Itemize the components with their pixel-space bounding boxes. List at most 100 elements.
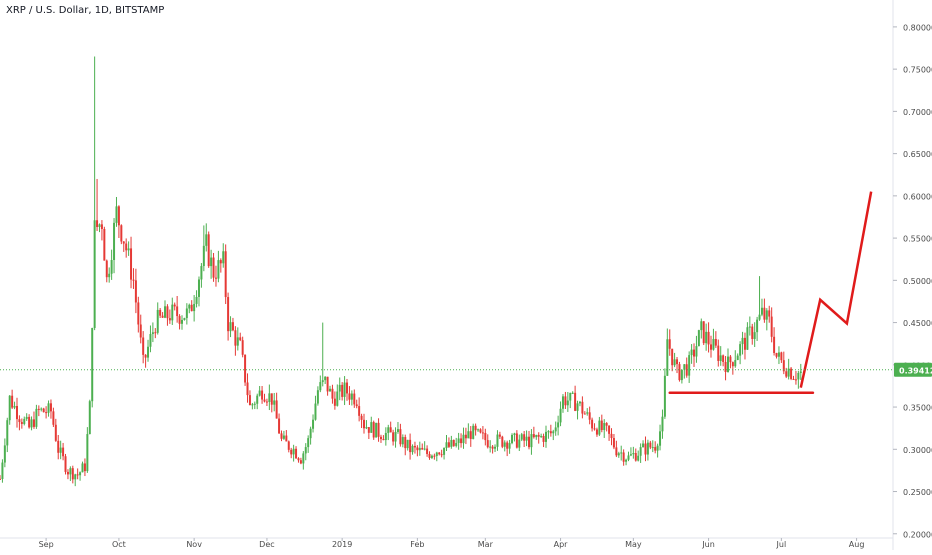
candle-body <box>88 401 91 435</box>
candle-body <box>629 454 632 456</box>
candle-body <box>413 445 416 448</box>
candle-body <box>40 408 43 410</box>
candle-body <box>239 337 242 341</box>
candle-body <box>227 297 230 332</box>
candle-body <box>632 453 635 455</box>
candle-body <box>457 438 460 443</box>
candle-body <box>513 433 516 435</box>
candle-body <box>348 393 351 400</box>
candle-body <box>481 432 484 434</box>
candle-body <box>435 452 438 457</box>
candle-body <box>389 427 392 433</box>
candle-body <box>416 447 419 451</box>
candle-body <box>316 390 319 404</box>
candle-body <box>30 419 33 428</box>
candle-body <box>486 440 489 448</box>
candle-body <box>574 392 577 411</box>
candle-body <box>394 431 397 442</box>
candle-body <box>787 368 790 377</box>
candle-body <box>753 332 756 339</box>
candle-body <box>515 433 518 448</box>
x-tick-label: 2019 <box>332 540 352 549</box>
candle-body <box>3 445 6 463</box>
candle-body <box>450 439 453 447</box>
candle-body <box>569 392 572 401</box>
candle-body <box>268 393 271 403</box>
candle-body <box>748 326 751 328</box>
candle-body <box>190 304 193 312</box>
candle-body <box>627 455 630 460</box>
candle-body <box>678 364 681 381</box>
candle-body <box>552 431 555 434</box>
candle-body <box>637 455 640 461</box>
candle-body <box>144 354 147 358</box>
candle-body <box>411 445 414 453</box>
candle-body <box>561 396 564 409</box>
current-price-label: 0.39412 <box>899 366 932 375</box>
candle-body <box>64 456 67 472</box>
candle-body <box>474 425 477 431</box>
candle-body <box>149 334 152 347</box>
candle-body <box>581 401 584 414</box>
candle-body <box>341 384 344 397</box>
candle-body <box>59 447 62 453</box>
candle-body <box>326 376 329 392</box>
candle-body <box>430 455 433 458</box>
candle-body <box>54 424 57 441</box>
candle-body <box>518 439 521 448</box>
candle-body <box>763 307 766 320</box>
x-tick-label: Mar <box>478 540 494 549</box>
candle-body <box>773 336 776 353</box>
x-axis: Sep Oct Nov Dec 2019 Feb Mar Apr May Jun Jul Aug <box>0 537 893 549</box>
candle-body <box>396 429 399 432</box>
candle-body <box>428 453 431 458</box>
projection-path <box>799 191 873 388</box>
candle-body <box>6 420 9 446</box>
candle-body <box>139 324 142 338</box>
candle-body <box>404 437 407 449</box>
candle-body <box>656 445 659 451</box>
candle-body <box>15 405 18 420</box>
candle-body <box>256 395 259 404</box>
candle-body <box>571 392 574 394</box>
candle-body <box>178 316 181 324</box>
candle-body <box>287 441 290 450</box>
candle-body <box>680 369 683 381</box>
candle-body <box>130 248 133 280</box>
candle-body <box>741 337 744 345</box>
candle-body <box>25 416 28 419</box>
candle-body <box>540 435 543 437</box>
candle-body <box>690 349 693 356</box>
candle-body <box>372 422 375 438</box>
candle-body <box>770 316 773 337</box>
candle-body <box>467 431 470 439</box>
candle-body <box>739 344 742 356</box>
candle-body <box>314 403 317 420</box>
candle-body <box>166 306 169 319</box>
candle-body <box>79 472 82 476</box>
candle-body <box>401 437 404 445</box>
chart-title: XRP / U.S. Dollar, 1D, BITSTAMP <box>6 5 165 16</box>
candle-body <box>74 474 77 480</box>
candle-body <box>275 400 278 419</box>
candle-body <box>108 273 111 278</box>
candle-body <box>717 345 720 361</box>
candle-body <box>122 241 125 244</box>
candle-body <box>159 309 162 316</box>
candle-body <box>785 371 788 377</box>
candle-body <box>542 435 545 442</box>
candle-body <box>18 419 21 423</box>
candle-body <box>176 306 179 317</box>
candle-body <box>69 468 72 475</box>
candle-body <box>554 427 557 432</box>
candle-body <box>338 384 341 392</box>
candle-body <box>83 463 86 472</box>
candle-body <box>642 443 645 448</box>
candle-body <box>1 462 4 479</box>
candle-body <box>180 319 183 324</box>
candle-body <box>440 454 443 456</box>
